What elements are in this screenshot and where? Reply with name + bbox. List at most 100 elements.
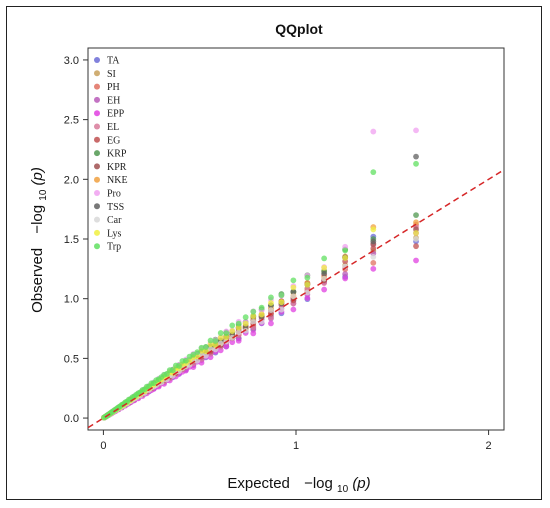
x-tick-label: 1 [293,440,299,452]
y-tick-label: 1.5 [64,234,79,246]
point-eg [505,123,511,129]
point-eh [505,238,511,244]
point-lys [212,342,219,348]
series-kpr [101,226,419,421]
y-tick-label: 1.0 [64,294,79,306]
legend-label-nke: NKE [107,175,128,186]
legend: TA SI PH EH EPP EL EG KRP KPR NKE Pro TSS Car Lys Trp [94,56,128,253]
point-trp [290,277,297,284]
point-epp [342,275,349,282]
point-nke [505,222,511,228]
point-trp [268,294,274,301]
legend-label-eg: EG [107,135,120,146]
point-trp [250,308,257,315]
point-epp [290,306,297,313]
plot-box [87,47,505,431]
point-epp [321,286,328,293]
point-lys [202,348,209,355]
legend-marker-epp [94,110,100,117]
point-tss [413,153,419,160]
legend-marker-lys [94,229,100,236]
legend-marker-kpr [94,163,100,170]
x-tick-label: 2 [486,440,492,452]
x-axis-label-func: −log [304,475,333,492]
point-lys [413,230,419,236]
legend-marker-el [94,123,100,130]
point-car [505,196,511,202]
x-axis-label-arg: (p) [352,475,370,492]
point-pro [505,126,511,132]
point-trp [194,349,201,356]
series-eh [101,230,511,421]
legend-label-si: SI [107,69,116,80]
legend-marker-eg [94,136,100,143]
point-epp [413,257,419,264]
y-axis-label-func: −log [29,205,46,234]
point-pro [370,128,377,135]
legend-label-ph: PH [107,82,120,93]
y-axis-label-sub: 10 [38,189,49,201]
point-tss [370,238,377,245]
x-tick-label: 0 [100,440,106,452]
legend-marker-nke [94,176,100,183]
series-car [101,196,511,421]
point-car [290,293,297,300]
point-lys [217,334,224,341]
point-trp [202,344,209,350]
legend-marker-ta [94,57,100,63]
x-axis-label-prefix: Expected [227,475,290,492]
plot-area: 0 1 2 0.0 0.5 1.0 1.5 2.0 2.5 3.0 [64,47,511,452]
point-trp [223,330,230,337]
point-ph [505,210,511,216]
series-trp [101,145,511,421]
chart-title: QQplot [275,21,323,37]
point-lys [278,299,285,306]
legend-marker-ph [94,83,100,90]
point-trp [304,274,311,281]
point-nke [413,219,419,226]
legend-label-krp: KRP [107,149,127,160]
point-trp [182,357,189,364]
point-eh [342,271,349,278]
point-trp [217,330,224,336]
point-trp [207,337,214,344]
points-layer [101,112,511,421]
point-ph [370,259,377,266]
legend-marker-si [94,70,100,77]
y-axis-label: Observed −log 10 (p) [29,167,50,313]
point-trp [169,367,176,374]
legend-label-trp: Trp [107,242,121,253]
point-lys [505,179,511,185]
figure-frame [6,6,542,500]
point-trp [229,322,236,329]
point-trp [198,344,205,351]
point-epp [370,265,377,272]
y-axis-label-prefix: Observed [29,248,46,313]
series-nke [101,219,511,421]
y-axis-label-arg: (p) [29,167,46,185]
point-ta [505,188,511,194]
point-trp [505,145,511,151]
point-si [505,112,511,118]
point-car [250,318,257,325]
point-epp [235,337,242,344]
point-eg [413,243,419,250]
series-krp [101,212,419,421]
point-car [278,306,285,313]
legend-marker-pro [94,190,100,196]
legend-marker-tss [94,203,100,210]
x-axis-label: Expected −log 10 (p) [227,475,370,496]
point-tss [321,270,328,277]
reference-line [88,169,504,429]
x-axis-label-sub: 10 [337,484,349,495]
point-lys [250,313,257,320]
point-lys [370,226,377,233]
series-el [101,224,419,421]
legend-label-pro: Pro [107,189,121,200]
point-lys [242,320,249,327]
point-epp [304,295,311,301]
legend-label-el: EL [107,122,119,133]
point-lys [290,284,297,291]
point-eg [370,245,377,252]
